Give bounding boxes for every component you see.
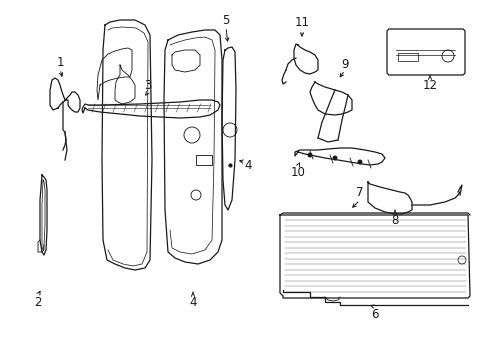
Text: 5: 5 — [222, 14, 229, 27]
FancyBboxPatch shape — [386, 29, 464, 75]
Text: 4: 4 — [244, 158, 251, 171]
Text: 12: 12 — [422, 78, 437, 91]
Circle shape — [357, 159, 362, 165]
Text: 7: 7 — [356, 185, 363, 198]
Text: 2: 2 — [34, 296, 41, 309]
Text: 11: 11 — [294, 15, 309, 28]
Bar — [397, 53, 417, 61]
Bar — [196, 155, 212, 165]
Text: 8: 8 — [390, 213, 398, 226]
Circle shape — [332, 156, 337, 161]
Text: 4: 4 — [189, 296, 196, 309]
Text: 10: 10 — [290, 166, 305, 179]
Text: 1: 1 — [56, 55, 63, 68]
Text: 9: 9 — [341, 58, 348, 71]
Text: 3: 3 — [144, 78, 151, 91]
Circle shape — [307, 153, 312, 158]
Text: 6: 6 — [370, 307, 378, 320]
